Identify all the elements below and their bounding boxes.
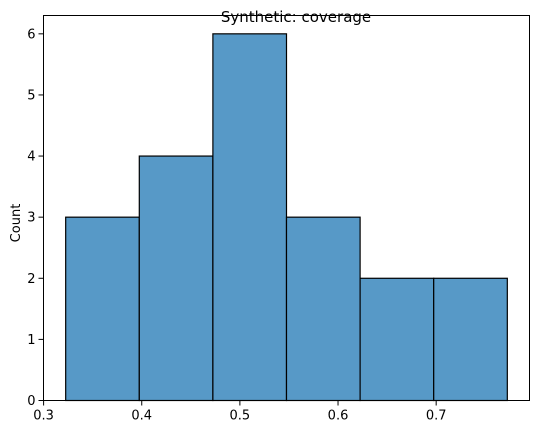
y-tick-label: 6 [27,27,35,42]
plot-frame [43,15,530,401]
x-axis-ticks: 0.3 0.4 0.5 0.6 0.7 [33,400,447,424]
x-tick-label: 0.3 [33,409,54,424]
y-tick-label: 4 [27,150,35,165]
y-axis-ticks: 0 1 2 3 4 5 6 [27,27,44,409]
histogram-bar [138,155,214,402]
y-tick-label: 2 [27,272,35,287]
y-tick-label: 0 [27,394,35,409]
histogram-bar [212,33,288,402]
histogram-bar [65,216,140,402]
bars-group [65,33,508,402]
histogram-bar [285,216,361,402]
histogram-bar [433,277,508,402]
y-axis-title: Count [9,204,24,243]
x-tick-label: 0.4 [131,409,152,424]
y-tick-label: 3 [27,211,35,226]
x-tick-label: 0.5 [230,409,251,424]
chart-title: Synthetic: coverage [221,8,371,26]
y-tick-label: 1 [27,333,35,348]
x-tick-label: 0.6 [328,409,349,424]
y-tick-label: 5 [27,88,35,103]
x-tick-label: 0.7 [426,409,447,424]
histogram-bar [359,277,435,402]
